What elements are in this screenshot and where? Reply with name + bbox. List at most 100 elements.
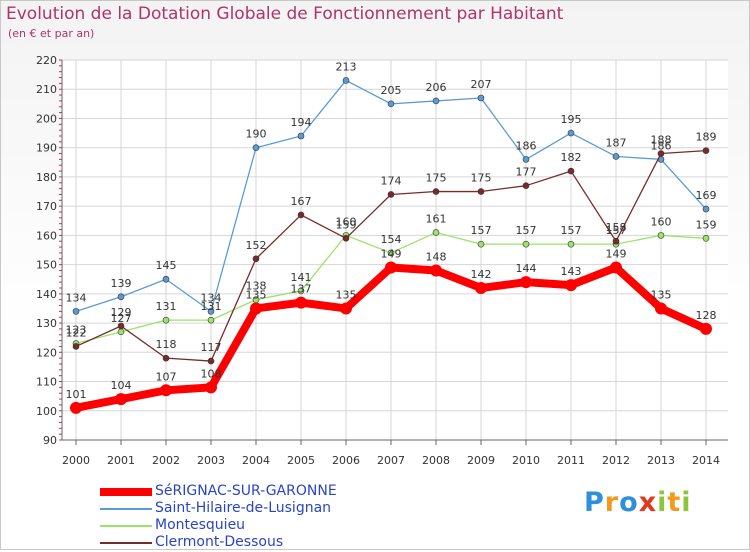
legend-label: Saint-Hilaire-de-Lusignan: [155, 500, 332, 516]
data-label: 134: [66, 291, 87, 304]
data-label: 139: [111, 277, 132, 290]
plot-area: [62, 60, 728, 440]
data-label: 141: [291, 271, 312, 284]
data-point: [295, 296, 307, 309]
data-point: [385, 261, 397, 274]
data-point: [432, 97, 440, 105]
data-point: [252, 255, 260, 263]
data-point: [430, 264, 442, 277]
data-label: 117: [201, 341, 222, 354]
x-tick-label: 2010: [512, 454, 540, 467]
data-point: [657, 150, 665, 157]
chart-subtitle: (en € et par an): [8, 27, 95, 40]
x-tick-label: 2006: [332, 454, 360, 467]
data-label: 138: [246, 280, 267, 293]
data-point: [567, 129, 575, 137]
data-point: [610, 261, 622, 274]
data-point: [612, 153, 620, 160]
x-tick-label: 2007: [377, 454, 405, 467]
data-label: 131: [201, 300, 222, 313]
x-tick-label: 2012: [602, 454, 630, 467]
data-label: 190: [246, 128, 267, 141]
legend-swatch: [100, 525, 152, 527]
data-label: 174: [381, 174, 402, 187]
data-point: [702, 205, 710, 213]
data-point: [522, 182, 530, 189]
data-point: [432, 188, 440, 195]
y-tick-label: 190: [36, 142, 57, 155]
data-label: 189: [696, 131, 717, 144]
y-tick-label: 200: [36, 112, 57, 125]
data-point: [387, 100, 395, 108]
data-label: 144: [516, 262, 537, 275]
legend-swatch: [100, 488, 152, 496]
data-label: 135: [651, 288, 672, 301]
x-tick-label: 2001: [107, 454, 135, 467]
data-label: 188: [651, 134, 672, 147]
data-label: 135: [336, 288, 357, 301]
data-label: 186: [651, 139, 672, 152]
data-point: [477, 188, 485, 195]
x-tick-label: 2009: [467, 454, 495, 467]
y-tick-label: 110: [36, 376, 57, 389]
data-point: [297, 287, 305, 295]
logo-letter: t: [667, 487, 682, 518]
x-tick-label: 2002: [152, 454, 180, 467]
data-point: [387, 249, 395, 257]
data-point: [657, 232, 665, 239]
data-label: 186: [516, 139, 537, 152]
data-label: 177: [516, 166, 537, 179]
data-point: [522, 240, 530, 248]
x-tick-label: 2008: [422, 454, 450, 467]
x-tick-label: 2011: [557, 454, 585, 467]
data-point: [72, 308, 80, 315]
data-label: 107: [156, 370, 177, 383]
data-label: 123: [66, 324, 87, 337]
data-point: [565, 279, 577, 292]
data-point: [207, 357, 215, 365]
logo-letter: P: [584, 487, 605, 518]
data-point: [297, 211, 305, 219]
data-label: 101: [66, 388, 87, 401]
data-point: [207, 308, 215, 315]
data-label: 149: [606, 248, 627, 261]
data-label: 135: [246, 288, 267, 301]
data-label: 157: [561, 224, 582, 237]
y-tick-label: 130: [36, 317, 57, 330]
data-label: 154: [381, 233, 402, 246]
data-label: 142: [471, 268, 492, 281]
x-tick-label: 2004: [242, 454, 270, 467]
data-point: [702, 235, 710, 242]
data-point: [340, 302, 352, 315]
data-label: 127: [111, 312, 132, 325]
data-label: 160: [336, 215, 357, 228]
data-point: [477, 240, 485, 248]
x-tick-label: 2013: [647, 454, 675, 467]
logo-letter: x: [638, 487, 658, 518]
chart-title: Evolution de la Dotation Globale de Fonc…: [6, 4, 564, 24]
data-label: 128: [696, 309, 717, 322]
data-point: [297, 132, 305, 140]
proxiti-logo: Proxiti: [584, 487, 692, 518]
y-tick-label: 210: [36, 83, 57, 96]
data-point: [567, 240, 575, 248]
data-label: 207: [471, 78, 492, 91]
data-point: [115, 393, 127, 406]
data-label: 159: [696, 218, 717, 231]
y-tick-label: 180: [36, 171, 57, 184]
logo-letter: i: [681, 487, 692, 518]
data-label: 145: [156, 259, 177, 272]
data-label: 205: [381, 84, 402, 97]
data-point: [207, 316, 215, 324]
y-tick-label: 220: [36, 54, 57, 67]
data-point: [477, 94, 485, 102]
data-label: 213: [336, 60, 357, 73]
legend-label: Montesquieu: [155, 517, 246, 533]
data-point: [342, 77, 350, 84]
data-label: 104: [111, 379, 132, 392]
x-tick-label: 2003: [197, 454, 225, 467]
legend-swatch: [100, 508, 152, 510]
y-tick-label: 90: [43, 434, 57, 447]
data-point: [117, 322, 125, 330]
